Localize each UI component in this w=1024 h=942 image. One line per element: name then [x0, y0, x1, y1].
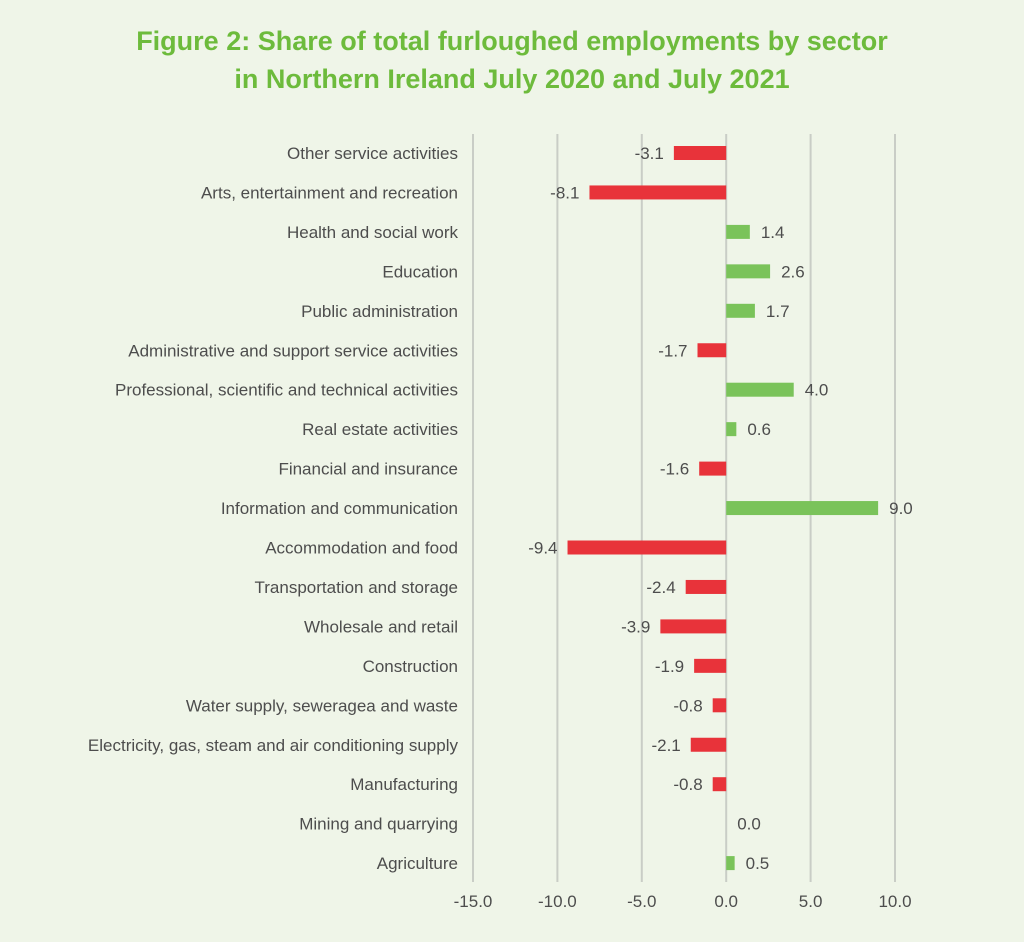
bar-negative [685, 579, 727, 594]
bar-positive [726, 382, 794, 397]
category-label: Health and social work [287, 223, 459, 242]
bar-negative [699, 461, 727, 476]
category-label: Construction [363, 657, 458, 676]
chart-title-line-2: in Northern Ireland July 2020 and July 2… [234, 64, 790, 94]
category-label: Information and communication [221, 499, 458, 518]
data-label: 1.4 [761, 223, 785, 242]
x-tick-label: 10.0 [878, 892, 911, 911]
data-label: -3.1 [635, 144, 664, 163]
bar-positive [726, 856, 735, 871]
data-label: -1.9 [655, 657, 684, 676]
bar-positive [726, 303, 755, 318]
category-label: Electricity, gas, steam and air conditio… [88, 736, 459, 755]
category-label: Real estate activities [302, 420, 458, 439]
data-label: 9.0 [889, 499, 913, 518]
data-label: -0.8 [673, 775, 702, 794]
data-label: -8.1 [550, 183, 579, 202]
data-label: 0.6 [747, 420, 771, 439]
bar-negative [694, 658, 727, 673]
data-label: 1.7 [766, 302, 790, 321]
data-label: 0.5 [746, 854, 770, 873]
x-tick-label: 5.0 [799, 892, 823, 911]
bar-negative [660, 619, 727, 634]
bar-negative [673, 146, 727, 160]
category-label: Professional, scientific and technical a… [115, 381, 458, 400]
chart-title: Figure 2: Share of total furloughed empl… [0, 22, 1024, 98]
data-label: -3.9 [621, 617, 650, 636]
chart-title-line-1: Figure 2: Share of total furloughed empl… [136, 26, 888, 56]
category-label: Agriculture [377, 854, 458, 873]
x-tick-label: -15.0 [454, 892, 493, 911]
data-label: -1.7 [658, 341, 687, 360]
category-label: Public administration [301, 302, 458, 321]
category-label: Education [382, 262, 458, 281]
x-tick-label: -10.0 [538, 892, 577, 911]
data-label: 2.6 [781, 262, 805, 281]
data-label: -9.4 [528, 539, 557, 558]
category-label: Mining and quarrying [299, 815, 458, 834]
bar-positive [726, 264, 771, 279]
category-label: Administrative and support service activ… [128, 341, 458, 360]
bar-negative [712, 698, 727, 713]
bar-positive [726, 224, 750, 239]
data-label: 0.0 [737, 815, 761, 834]
category-label: Accommodation and food [265, 539, 458, 558]
bar-positive [726, 422, 737, 437]
data-label: 4.0 [805, 381, 829, 400]
bar-negative [690, 737, 727, 752]
bar-negative [567, 540, 727, 555]
data-label: -2.1 [651, 736, 680, 755]
x-tick-label: -5.0 [627, 892, 656, 911]
category-label: Other service activities [287, 144, 458, 163]
bar-negative [712, 777, 727, 792]
bar-negative [697, 343, 727, 358]
category-label: Water supply, seweragea and waste [186, 696, 458, 715]
category-label: Wholesale and retail [304, 617, 458, 636]
data-label: -2.4 [646, 578, 675, 597]
category-label: Financial and insurance [278, 460, 458, 479]
x-tick-label: 0.0 [714, 892, 738, 911]
bar-positive [726, 501, 879, 516]
category-label: Arts, entertainment and recreation [201, 183, 458, 202]
data-label: -0.8 [673, 696, 702, 715]
bar-negative [589, 185, 727, 200]
data-label: -1.6 [660, 460, 689, 479]
category-label: Transportation and storage [255, 578, 459, 597]
category-label: Manufacturing [350, 775, 458, 794]
